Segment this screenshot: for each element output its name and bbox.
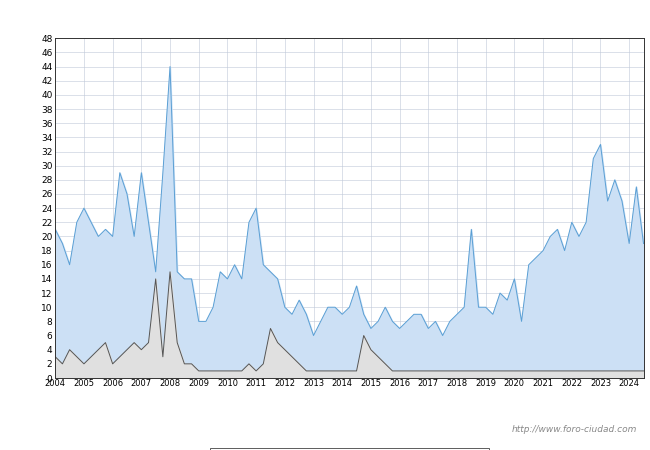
Legend: Viviendas Nuevas, Viviendas Usadas: Viviendas Nuevas, Viviendas Usadas <box>210 448 489 450</box>
Text: http://www.foro-ciudad.com: http://www.foro-ciudad.com <box>512 425 637 434</box>
Text: Cebreros - Evolucion del Nº de Transacciones Inmobiliarias: Cebreros - Evolucion del Nº de Transacci… <box>122 10 528 24</box>
